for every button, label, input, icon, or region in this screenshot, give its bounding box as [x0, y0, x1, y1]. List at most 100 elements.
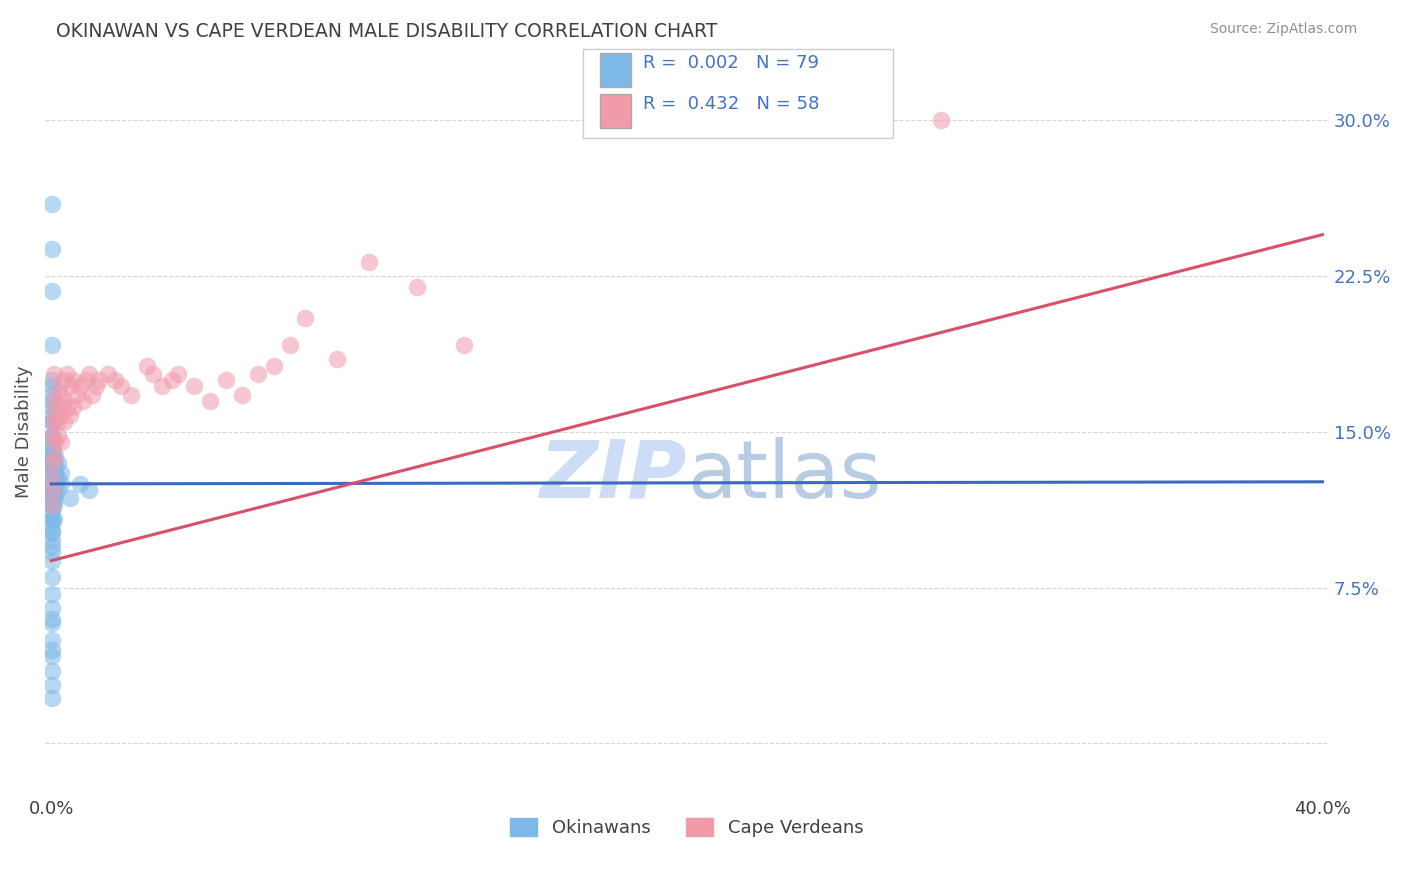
Point — [41, 476, 63, 491]
Point — [278, 337, 301, 351]
Point — [41, 570, 63, 584]
Point — [41, 470, 63, 484]
Point — [41, 678, 63, 692]
Point — [41, 456, 63, 470]
Point — [42, 446, 65, 460]
Point — [294, 310, 316, 325]
Point — [59, 409, 82, 423]
Point — [41, 462, 63, 476]
Point — [79, 367, 101, 381]
Point — [41, 554, 63, 568]
Point — [41, 491, 63, 506]
Point — [41, 337, 63, 351]
Point — [42, 476, 65, 491]
Point — [42, 462, 65, 476]
Point — [41, 470, 63, 484]
Text: ZIP: ZIP — [540, 436, 686, 515]
Point — [41, 533, 63, 547]
Point — [41, 476, 63, 491]
Point — [929, 113, 952, 128]
Point — [87, 373, 110, 387]
Point — [41, 429, 63, 443]
Text: OKINAWAN VS CAPE VERDEAN MALE DISABILITY CORRELATION CHART: OKINAWAN VS CAPE VERDEAN MALE DISABILITY… — [56, 22, 717, 41]
Point — [44, 409, 66, 423]
Point — [49, 435, 72, 450]
Point — [41, 387, 63, 401]
Point — [405, 279, 427, 293]
Point — [42, 415, 65, 429]
Point — [62, 400, 84, 414]
Point — [42, 456, 65, 470]
Point — [52, 393, 75, 408]
Point — [42, 367, 65, 381]
Point — [198, 393, 221, 408]
Point — [41, 456, 63, 470]
Point — [49, 476, 72, 491]
Point — [52, 415, 75, 429]
Point — [41, 612, 63, 626]
Point — [41, 664, 63, 678]
Point — [79, 483, 101, 497]
Point — [41, 690, 63, 705]
Point — [41, 524, 63, 539]
Point — [41, 491, 63, 506]
Point — [46, 483, 69, 497]
Point — [41, 539, 63, 553]
Point — [52, 373, 75, 387]
Point — [62, 373, 84, 387]
Point — [357, 254, 380, 268]
Point — [41, 470, 63, 484]
Point — [69, 476, 91, 491]
Point — [41, 373, 63, 387]
Point — [41, 415, 63, 429]
Point — [167, 367, 190, 381]
Point — [56, 400, 79, 414]
Point — [41, 242, 63, 256]
Point — [69, 379, 91, 393]
Point — [183, 379, 205, 393]
Point — [41, 470, 63, 484]
Point — [44, 479, 66, 493]
Point — [41, 498, 63, 512]
Point — [44, 491, 66, 506]
Point — [120, 387, 142, 401]
Point — [49, 387, 72, 401]
Point — [44, 450, 66, 464]
Point — [41, 429, 63, 443]
Point — [453, 337, 475, 351]
Point — [46, 384, 69, 398]
Point — [84, 379, 107, 393]
Point — [56, 367, 79, 381]
Point — [49, 467, 72, 481]
Point — [41, 587, 63, 601]
Point — [41, 498, 63, 512]
Point — [326, 352, 349, 367]
Point — [110, 379, 132, 393]
Point — [41, 450, 63, 464]
Point — [215, 373, 238, 387]
Point — [41, 448, 63, 462]
Point — [46, 415, 69, 429]
Point — [41, 483, 63, 497]
Y-axis label: Male Disability: Male Disability — [15, 366, 32, 499]
Point — [41, 393, 63, 408]
Text: Source: ZipAtlas.com: Source: ZipAtlas.com — [1209, 22, 1357, 37]
Point — [65, 387, 87, 401]
Point — [41, 649, 63, 664]
Point — [41, 512, 63, 526]
Point — [41, 450, 63, 464]
Point — [41, 518, 63, 533]
Point — [97, 367, 120, 381]
Point — [41, 442, 63, 456]
Point — [263, 359, 285, 373]
Point — [142, 367, 165, 381]
Point — [42, 498, 65, 512]
Point — [41, 284, 63, 298]
Point — [41, 460, 63, 475]
Point — [44, 456, 66, 470]
Point — [42, 483, 65, 497]
Point — [42, 512, 65, 526]
Point — [75, 373, 97, 387]
Point — [42, 470, 65, 484]
Point — [41, 456, 63, 470]
